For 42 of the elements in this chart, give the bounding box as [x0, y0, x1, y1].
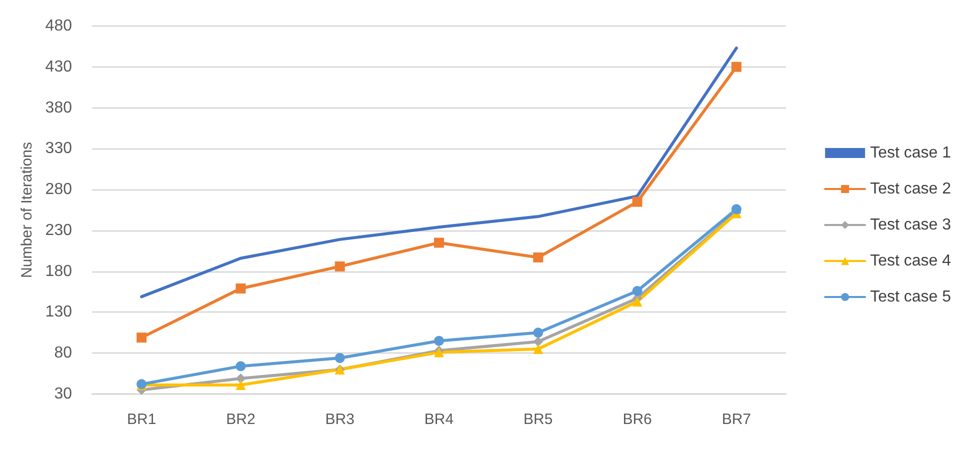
- point: [731, 62, 742, 72]
- point: [533, 336, 544, 347]
- x-tick-label: BR6: [622, 411, 652, 428]
- point: [434, 238, 444, 248]
- y-tick-label: 330: [45, 140, 72, 158]
- point: [334, 353, 345, 364]
- point: [334, 261, 345, 272]
- y-tick-label: 480: [45, 18, 72, 34]
- legend-label: Test case 5: [870, 288, 952, 306]
- point: [236, 284, 246, 294]
- legend-label: Test case 2: [870, 180, 952, 198]
- y-tick-label: 280: [45, 181, 72, 198]
- point: [434, 336, 444, 346]
- x-tick-label: BR2: [226, 411, 256, 428]
- x-tick-label: BR3: [325, 411, 354, 428]
- y-tick-label: 130: [45, 304, 72, 321]
- point: [632, 286, 642, 296]
- point: [236, 380, 246, 390]
- point: [533, 344, 544, 354]
- point: [236, 361, 246, 372]
- legend-label: Test case 4: [870, 252, 952, 270]
- point: [533, 252, 544, 262]
- y-tick-label: 430: [45, 58, 72, 76]
- legend-label: Test case 1: [870, 144, 952, 162]
- legend-label: Test case 3: [870, 216, 952, 234]
- x-tick-label: BR5: [524, 411, 553, 428]
- y-tick-label: 380: [45, 99, 72, 116]
- point: [731, 204, 742, 214]
- y-tick-label: 230: [45, 222, 72, 239]
- point: [632, 196, 642, 207]
- y-tick-label: 180: [45, 262, 72, 280]
- y-axis-title: Number of Iterations: [18, 142, 36, 278]
- point: [236, 373, 246, 384]
- line-series: [140, 46, 738, 298]
- point: [136, 332, 147, 343]
- x-tick-label: BR4: [424, 411, 454, 428]
- x-tick-label: BR1: [126, 411, 156, 428]
- point: [533, 328, 544, 338]
- y-tick-label: 80: [54, 344, 72, 362]
- y-tick-label: 30: [54, 386, 72, 402]
- x-tick-label: BR7: [722, 411, 752, 428]
- point: [632, 296, 642, 307]
